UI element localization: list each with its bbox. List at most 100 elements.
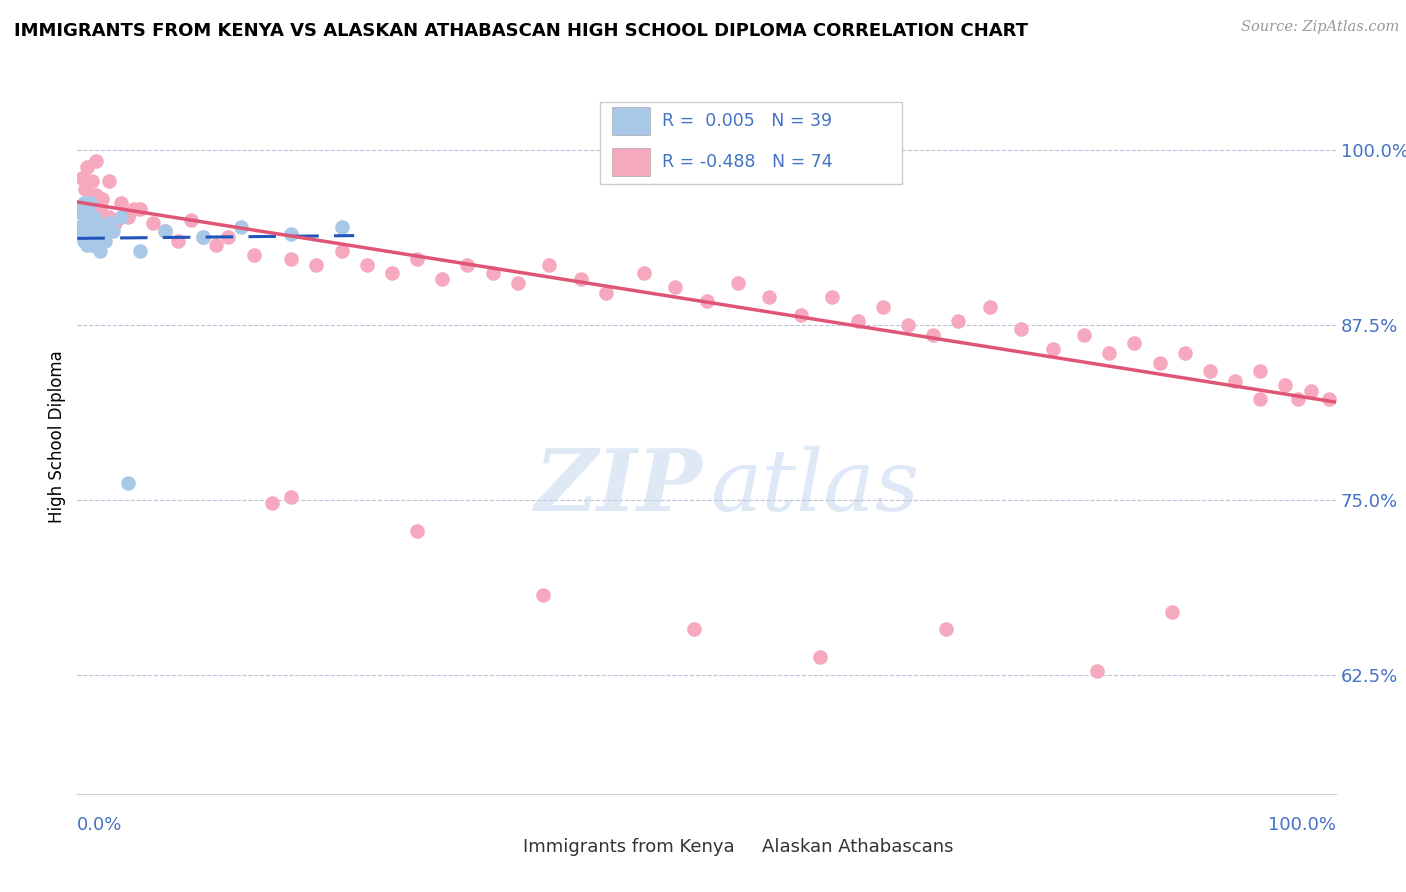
Point [155, 224, 177, 238]
Point [1098, 346, 1121, 360]
Point [84, 154, 107, 169]
Point [89, 244, 111, 258]
Point [76, 238, 98, 252]
Point [381, 266, 404, 280]
Point [191, 230, 215, 244]
Text: IMMIGRANTS FROM KENYA VS ALASKAN ATHABASCAN HIGH SCHOOL DIPLOMA CORRELATION CHAR: IMMIGRANTS FROM KENYA VS ALASKAN ATHABAS… [14, 22, 1028, 40]
Point [97, 211, 120, 225]
Point [122, 202, 145, 216]
Point [87, 234, 110, 248]
Point [1161, 605, 1184, 619]
Point [242, 248, 264, 262]
Point [79, 196, 101, 211]
Point [90, 220, 112, 235]
Point [75, 216, 97, 230]
Point [1042, 342, 1064, 356]
Point [110, 211, 132, 225]
Point [935, 622, 957, 636]
Point [330, 244, 353, 258]
Point [72, 224, 94, 238]
Point [727, 276, 749, 290]
Point [73, 182, 96, 196]
Point [72, 171, 94, 186]
Point [305, 258, 328, 272]
Point [79, 216, 101, 230]
Point [76, 224, 98, 238]
Point [82, 220, 104, 235]
Point [129, 202, 152, 216]
Y-axis label: High School Diploma: High School Diploma [48, 351, 66, 524]
Point [72, 202, 94, 216]
Point [72, 196, 94, 211]
Point [356, 258, 378, 272]
Point [97, 216, 120, 230]
Point [89, 202, 111, 216]
Point [82, 174, 104, 188]
Point [204, 238, 226, 252]
Text: 0.0%: 0.0% [77, 816, 122, 834]
Point [104, 216, 127, 230]
Point [280, 252, 302, 267]
FancyBboxPatch shape [612, 148, 650, 176]
Point [531, 588, 554, 602]
Point [506, 276, 529, 290]
Point [897, 318, 920, 333]
Point [217, 230, 239, 244]
Point [1149, 356, 1171, 370]
Point [1073, 327, 1095, 342]
Point [979, 300, 1001, 314]
Point [948, 314, 970, 328]
Point [129, 244, 152, 258]
Point [110, 196, 132, 211]
Point [91, 227, 114, 242]
Text: R =  0.005   N = 39: R = 0.005 N = 39 [662, 112, 832, 130]
Point [1123, 336, 1146, 351]
Point [481, 266, 503, 280]
Point [167, 234, 190, 248]
Point [91, 192, 114, 206]
Point [97, 174, 120, 188]
Point [696, 294, 718, 309]
Text: ZIP: ZIP [534, 445, 703, 529]
FancyBboxPatch shape [479, 835, 513, 860]
Point [758, 290, 780, 304]
Point [70, 206, 93, 220]
Point [595, 285, 617, 300]
Point [1174, 346, 1197, 360]
Point [683, 622, 706, 636]
Text: Alaskan Athabascans: Alaskan Athabascans [762, 838, 953, 856]
Point [229, 220, 252, 235]
Point [456, 258, 478, 272]
Point [569, 272, 592, 286]
Point [633, 266, 655, 280]
Point [432, 272, 454, 286]
Point [142, 216, 165, 230]
FancyBboxPatch shape [599, 102, 901, 184]
Point [790, 309, 813, 323]
Point [117, 476, 139, 491]
Point [77, 211, 100, 225]
Point [82, 238, 104, 252]
Point [86, 216, 108, 230]
Point [406, 252, 429, 267]
Point [73, 230, 96, 244]
Text: 100.0%: 100.0% [1268, 816, 1336, 834]
Point [94, 234, 117, 248]
Text: atlas: atlas [710, 446, 920, 528]
Point [84, 230, 107, 244]
Point [821, 290, 844, 304]
Point [69, 220, 91, 235]
Point [1085, 664, 1108, 678]
FancyBboxPatch shape [718, 835, 752, 860]
Point [280, 490, 302, 504]
Point [1249, 364, 1271, 378]
Point [330, 220, 353, 235]
Point [1274, 378, 1296, 392]
Point [846, 314, 869, 328]
Point [1319, 392, 1341, 407]
Point [70, 227, 93, 242]
FancyBboxPatch shape [612, 107, 650, 135]
Text: Source: ZipAtlas.com: Source: ZipAtlas.com [1240, 20, 1399, 34]
Point [84, 224, 107, 238]
Point [79, 196, 101, 211]
